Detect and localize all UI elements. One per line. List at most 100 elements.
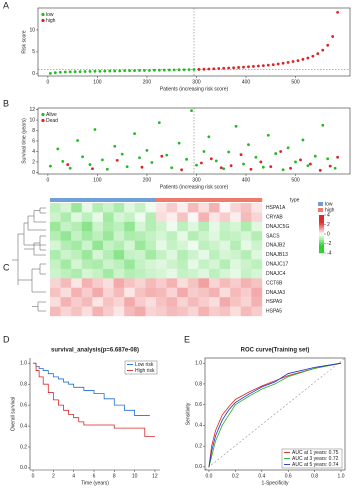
heat-cell bbox=[92, 297, 104, 307]
point bbox=[328, 164, 332, 168]
row-label: CCT6B bbox=[266, 280, 283, 286]
point bbox=[242, 162, 245, 166]
legend-label: High risk bbox=[135, 368, 155, 374]
point bbox=[143, 69, 146, 72]
x-tick-label: 1.0 bbox=[338, 473, 345, 479]
heat-cell bbox=[240, 306, 252, 317]
heat-cell bbox=[230, 212, 241, 223]
heat-cell bbox=[145, 240, 157, 251]
point bbox=[336, 155, 340, 159]
y-axis-title: Overall survival bbox=[10, 397, 16, 431]
heat-cell bbox=[124, 240, 135, 251]
heat-cell bbox=[198, 250, 210, 260]
y-tick-label: 0.4 bbox=[195, 423, 202, 429]
heat-cell bbox=[103, 212, 114, 223]
point bbox=[286, 61, 290, 64]
point bbox=[308, 162, 312, 166]
heat-cell bbox=[124, 287, 135, 298]
point bbox=[227, 150, 231, 154]
heat-cell bbox=[92, 250, 104, 260]
heat-cell bbox=[187, 268, 199, 279]
point bbox=[56, 147, 60, 151]
group-annotation bbox=[124, 198, 135, 202]
row-label: DNAJB13 bbox=[266, 252, 288, 258]
legend-swatch bbox=[41, 112, 45, 117]
colorbar-segment bbox=[319, 228, 324, 231]
y-tick-label: 0.0 bbox=[195, 464, 202, 470]
point bbox=[68, 70, 72, 74]
heat-cell bbox=[113, 240, 125, 251]
heat-cell bbox=[209, 268, 220, 279]
heat-cell bbox=[198, 287, 210, 298]
heat-cell bbox=[166, 240, 178, 251]
point bbox=[157, 68, 161, 72]
point bbox=[286, 146, 290, 150]
heat-cell bbox=[198, 212, 210, 223]
point bbox=[58, 70, 62, 74]
heat-cell bbox=[187, 297, 199, 307]
group-annotation bbox=[230, 198, 241, 202]
point bbox=[234, 124, 238, 128]
heat-cell bbox=[71, 287, 82, 298]
point bbox=[217, 67, 221, 70]
x-tick-label: 2 bbox=[52, 473, 55, 479]
heat-cell bbox=[219, 203, 231, 213]
heat-cell bbox=[81, 212, 93, 223]
heat-cell bbox=[187, 306, 199, 317]
legend-swatch bbox=[318, 202, 323, 206]
x-tick-label: 0.6 bbox=[285, 473, 292, 479]
heat-cell bbox=[177, 287, 188, 298]
x-tick-label: 0 bbox=[47, 177, 50, 183]
heat-cell bbox=[134, 278, 146, 288]
legend-title: type bbox=[290, 197, 300, 203]
heat-cell bbox=[198, 231, 210, 241]
panel-label: E bbox=[184, 334, 190, 344]
x-tick-label: 0 bbox=[32, 473, 35, 479]
point bbox=[274, 152, 278, 155]
point bbox=[185, 157, 188, 161]
curve bbox=[208, 362, 342, 467]
y-tick-label: 0.0 bbox=[20, 465, 27, 471]
point bbox=[145, 149, 149, 152]
panel-label: D bbox=[3, 334, 10, 344]
row-label: DNAJC4 bbox=[266, 271, 286, 277]
point bbox=[133, 132, 136, 136]
heat-cell bbox=[198, 268, 210, 279]
point bbox=[247, 65, 250, 69]
heat-cell bbox=[166, 203, 178, 213]
y-tick-label: 12 bbox=[29, 107, 35, 113]
chart-title: ROC curve(Training set) bbox=[241, 348, 310, 354]
heat-cell bbox=[103, 306, 114, 317]
point bbox=[321, 123, 325, 127]
heat-cell bbox=[134, 250, 146, 260]
group-annotation bbox=[166, 198, 178, 202]
point bbox=[48, 164, 52, 168]
point bbox=[227, 66, 231, 70]
point bbox=[261, 165, 265, 169]
heat-cell bbox=[240, 287, 252, 298]
heat-cell bbox=[92, 231, 104, 241]
x-tick-label: 0.4 bbox=[258, 473, 265, 479]
heat-cell bbox=[145, 221, 157, 232]
colorbar-segment bbox=[319, 243, 324, 246]
point bbox=[100, 158, 104, 162]
heat-cell bbox=[156, 212, 167, 223]
heat-cell bbox=[71, 240, 82, 251]
point bbox=[148, 68, 151, 72]
legend-label: high bbox=[46, 18, 56, 24]
heat-cell bbox=[209, 306, 220, 317]
heat-cell bbox=[198, 259, 210, 270]
heat-cell bbox=[103, 259, 114, 270]
point bbox=[83, 70, 87, 73]
legend-swatch bbox=[318, 208, 323, 212]
curve bbox=[208, 362, 342, 467]
heat-cell bbox=[198, 297, 210, 307]
point bbox=[281, 61, 285, 65]
heat-cell bbox=[60, 231, 72, 241]
x-tick-label: 6 bbox=[93, 473, 96, 479]
heat-cell bbox=[103, 287, 114, 298]
heat-cell bbox=[251, 287, 263, 298]
heat-cell bbox=[134, 203, 146, 213]
heat-cell bbox=[198, 278, 210, 288]
heat-cell bbox=[156, 287, 167, 298]
